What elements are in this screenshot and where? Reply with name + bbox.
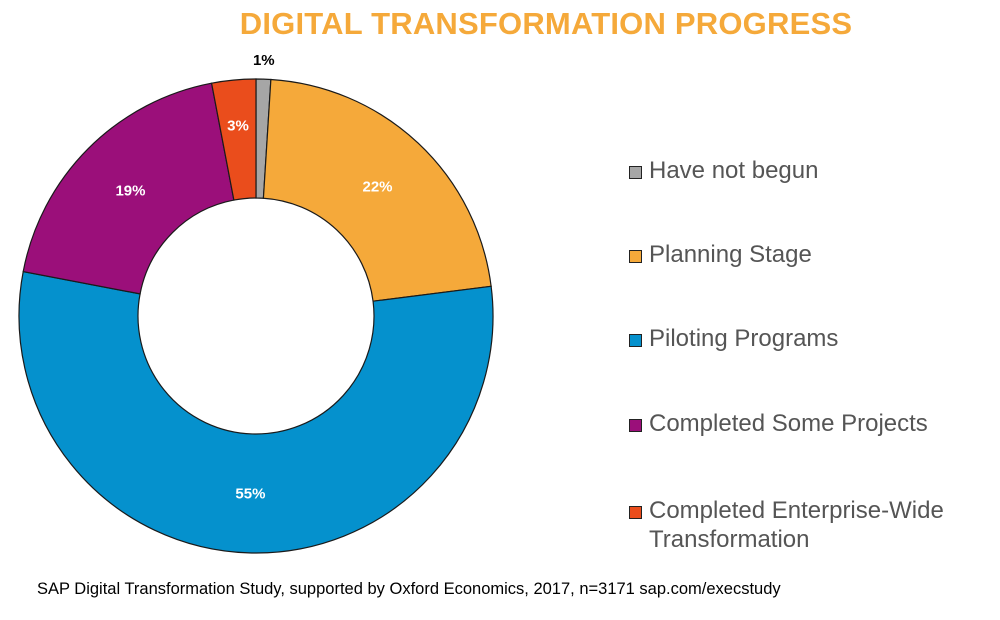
legend-swatch — [629, 250, 642, 263]
legend-swatch — [629, 334, 642, 347]
legend-label: Have not begun — [649, 157, 819, 184]
legend-swatch — [629, 506, 642, 519]
legend-item-completed-enterprise-wide-transformation: Completed Enterprise-Wide Transformation — [629, 496, 989, 554]
slice-piloting-programs — [18, 270, 494, 554]
slice-completed-some-projects — [22, 82, 235, 295]
data-label-piloting-programs: 55% — [235, 485, 265, 502]
legend-label: Planning Stage — [649, 241, 812, 268]
legend-item-completed-some-projects: Completed Some Projects — [629, 409, 989, 438]
data-label-completed-enterprise-wide-transformation: 3% — [227, 117, 249, 134]
slice-completed-enterprise-wide-transformation — [210, 78, 257, 201]
source-note: SAP Digital Transformation Study, suppor… — [37, 580, 781, 598]
chart-title: DIGITAL TRANSFORMATION PROGRESS — [239, 6, 853, 41]
data-label-have-not-begun: 1% — [253, 52, 275, 69]
legend-label: Completed Some Projects — [649, 410, 928, 437]
legend-item-planning-stage: Planning Stage — [629, 240, 989, 269]
legend-swatch — [629, 166, 642, 179]
data-label-completed-some-projects: 19% — [115, 182, 145, 199]
legend-label: Piloting Programs — [649, 325, 839, 352]
legend-item-have-not-begun: Have not begun — [629, 156, 989, 185]
legend-label: Completed Enterprise-Wide Transformation — [649, 497, 944, 553]
legend-item-piloting-programs: Piloting Programs — [629, 324, 989, 353]
legend-swatch — [629, 419, 642, 432]
slice-planning-stage — [262, 78, 492, 302]
data-label-planning-stage: 22% — [362, 179, 392, 196]
